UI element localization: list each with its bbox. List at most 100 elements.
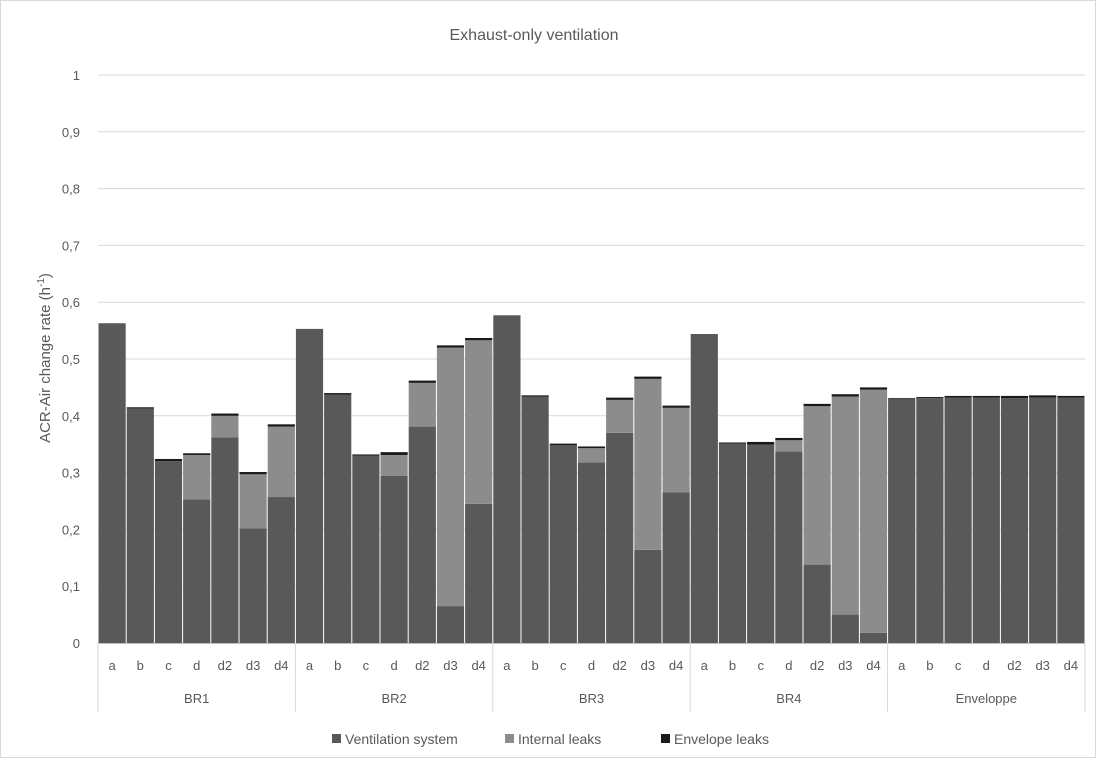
bar-segment-ventilation-system	[239, 528, 267, 643]
y-tick-label: 0,2	[62, 522, 80, 537]
bar-segment-internal-leaks	[634, 378, 662, 550]
bar-segment-internal-leaks	[465, 340, 493, 504]
bar-segment-ventilation-system	[606, 432, 634, 643]
x-tick-label: d4	[866, 658, 880, 673]
bar-segment-ventilation-system	[1057, 397, 1085, 643]
bar-segment-envelope-leaks	[803, 403, 831, 407]
bar-segment-internal-leaks	[436, 347, 465, 607]
x-tick-label: b	[729, 658, 736, 673]
x-tick-label: d	[588, 658, 595, 673]
group-label: BR2	[381, 691, 406, 706]
bar-segment-ventilation-system	[718, 443, 747, 643]
bar-segment-envelope-leaks	[888, 398, 916, 400]
bar-segment-envelope-leaks	[718, 442, 747, 444]
x-tick-label: c	[955, 658, 962, 673]
bar-segment-envelope-leaks	[606, 397, 634, 400]
bar-segment-ventilation-system	[211, 437, 239, 643]
bar-segment-ventilation-system	[803, 564, 831, 643]
bar-segment-ventilation-system	[154, 461, 183, 643]
bar-segment-ventilation-system	[634, 549, 662, 643]
legend-label: Internal leaks	[518, 731, 601, 747]
legend-label: Envelope leaks	[674, 731, 769, 747]
legend: Ventilation system Internal leaks Envelope…	[332, 731, 769, 747]
group-label: BR4	[776, 691, 801, 706]
bar-segment-envelope-leaks	[408, 380, 436, 383]
y-tick-label: 0,1	[62, 579, 80, 594]
bar-segment-envelope-leaks	[267, 424, 295, 427]
y-tick-label: 0,8	[62, 182, 80, 197]
group-label: BR1	[184, 691, 209, 706]
x-tick-label: d3	[1035, 658, 1049, 673]
x-tick-label: d4	[669, 658, 683, 673]
bar-segment-ventilation-system	[324, 394, 352, 643]
y-tick-label: 0,7	[62, 238, 80, 253]
bar-segment-envelope-leaks	[324, 393, 352, 395]
bar-segment-internal-leaks	[211, 415, 239, 438]
bar-segment-ventilation-system	[690, 334, 718, 643]
y-tick-label: 0,3	[62, 466, 80, 481]
y-axis-label-close: )	[37, 273, 54, 278]
bar-segment-internal-leaks	[408, 382, 436, 427]
x-tick-label: d2	[810, 658, 824, 673]
bar-segment-internal-leaks	[267, 426, 295, 498]
bar-segment-ventilation-system	[352, 455, 380, 643]
legend-label: Ventilation system	[345, 731, 458, 747]
x-tick-label: d2	[1007, 658, 1021, 673]
bar-segment-ventilation-system	[662, 492, 690, 643]
y-axis-label-superscript: -1	[36, 278, 47, 287]
bar-segment-internal-leaks	[775, 440, 803, 452]
x-tick-label: d	[785, 658, 792, 673]
x-tick-label: b	[926, 658, 933, 673]
x-tick-label: d	[983, 658, 990, 673]
y-axis-label: ACR-Air change rate (h-1)	[36, 273, 54, 443]
legend-swatch	[332, 734, 341, 743]
x-tick-label: d4	[274, 658, 288, 673]
bar-segment-ventilation-system	[295, 328, 324, 643]
y-tick-label: 0,9	[62, 125, 80, 140]
bar-segment-ventilation-system	[380, 476, 408, 643]
legend-swatch	[661, 734, 670, 743]
x-tick-label: a	[503, 658, 511, 673]
bar-segment-ventilation-system	[98, 323, 126, 643]
chart-title: Exhaust-only ventilation	[450, 27, 619, 44]
bar-segment-ventilation-system	[916, 398, 944, 643]
bar-segment-ventilation-system	[1000, 398, 1029, 643]
x-tick-label: d2	[218, 658, 232, 673]
bar-segment-envelope-leaks	[549, 443, 577, 446]
y-tick-label: 0,6	[62, 295, 80, 310]
group-label: Enveloppe	[956, 691, 1017, 706]
legend-swatch	[505, 734, 514, 743]
bar-segment-internal-leaks	[239, 474, 267, 529]
x-tick-label: d2	[612, 658, 626, 673]
bars	[98, 315, 1085, 643]
bar-segment-envelope-leaks	[577, 446, 606, 449]
bar-segment-internal-leaks	[183, 454, 211, 500]
bar-segment-ventilation-system	[972, 397, 1000, 643]
bar-segment-envelope-leaks	[634, 376, 662, 379]
x-tick-label: c	[757, 658, 764, 673]
bar-segment-ventilation-system	[436, 606, 465, 643]
x-tick-label: d3	[641, 658, 655, 673]
x-tick-label: c	[165, 658, 172, 673]
bar-segment-ventilation-system	[493, 315, 521, 643]
bar-segment-ventilation-system	[521, 396, 549, 643]
bar-segment-ventilation-system	[888, 399, 916, 643]
group-label: BR3	[579, 691, 604, 706]
y-tick-label: 0,5	[62, 352, 80, 367]
x-tick-label: c	[560, 658, 567, 673]
bar-segment-envelope-leaks	[916, 397, 944, 399]
x-tick-label: d	[193, 658, 200, 673]
x-tick-label: a	[306, 658, 314, 673]
x-tick-label: d3	[246, 658, 260, 673]
bar-segment-ventilation-system	[1029, 397, 1057, 643]
x-tick-label: d3	[838, 658, 852, 673]
x-tick-label: b	[531, 658, 538, 673]
y-tick-label: 0	[73, 636, 80, 651]
bar-segment-envelope-leaks	[183, 453, 211, 455]
y-axis-ticks: 0 0,1 0,2 0,3 0,4 0,5 0,6 0,7 0,8 0,9 1	[62, 68, 80, 651]
x-tick-label: c	[363, 658, 370, 673]
bar-segment-ventilation-system	[859, 632, 888, 643]
bar-segment-envelope-leaks	[1000, 395, 1029, 399]
bar-segment-envelope-leaks	[944, 395, 972, 398]
